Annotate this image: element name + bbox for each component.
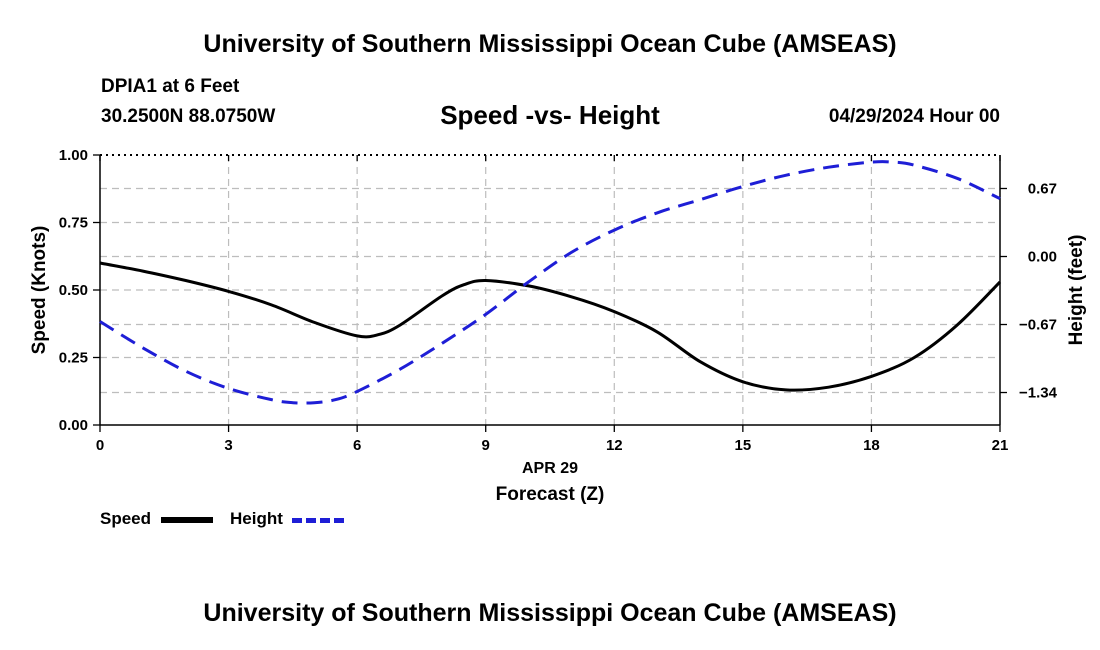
legend-height-label: Height [230, 509, 283, 528]
y2-tick-label-1: −0.67 [1019, 317, 1057, 334]
y-tick-label-2: 0.50 [59, 282, 88, 299]
x-axis-date-label: APR 29 [522, 460, 578, 477]
top-title: University of Southern Mississippi Ocean… [203, 30, 897, 58]
legend-speed-label: Speed [100, 509, 152, 528]
y-tick-label-1: 0.25 [59, 350, 88, 367]
x-tick-label-7: 21 [992, 437, 1009, 454]
x-tick-label-2: 6 [353, 437, 361, 454]
legend-height-swatch [292, 518, 344, 523]
bottom-title: University of Southern Mississippi Ocean… [203, 599, 897, 627]
series-height-line [99, 160, 1001, 405]
x-tick-label-4: 12 [606, 437, 623, 454]
y2-tick-label-0: −1.34 [1019, 385, 1058, 402]
coordinates-label: 30.2500N 88.0750W [101, 106, 276, 127]
y2-tick-label-3: 0.67 [1028, 180, 1057, 197]
x-axis-label: Forecast (Z) [496, 484, 605, 505]
x-tick-label-5: 15 [735, 437, 752, 454]
datetime-label: 04/29/2024 Hour 00 [828, 106, 1000, 127]
x-tick-label-3: 9 [482, 437, 490, 454]
y2-axis-label: Height (feet) [1066, 235, 1087, 346]
legend-speed-swatch [161, 517, 213, 523]
x-tick-label-0: 0 [96, 437, 104, 454]
y-axis-label: Speed (Knots) [29, 226, 50, 355]
y-tick-label-3: 0.75 [59, 215, 88, 232]
y2-tick-label-2: 0.00 [1028, 249, 1057, 266]
x-tick-label-6: 18 [863, 437, 880, 454]
chart-title: Speed -vs- Height [440, 100, 660, 130]
station-label: DPIA1 at 6 Feet [101, 76, 240, 97]
series-speed-line [99, 261, 1002, 392]
y-tick-label-4: 1.00 [59, 147, 88, 164]
x-tick-label-1: 3 [224, 437, 232, 454]
y-tick-label-0: 0.00 [59, 417, 88, 434]
